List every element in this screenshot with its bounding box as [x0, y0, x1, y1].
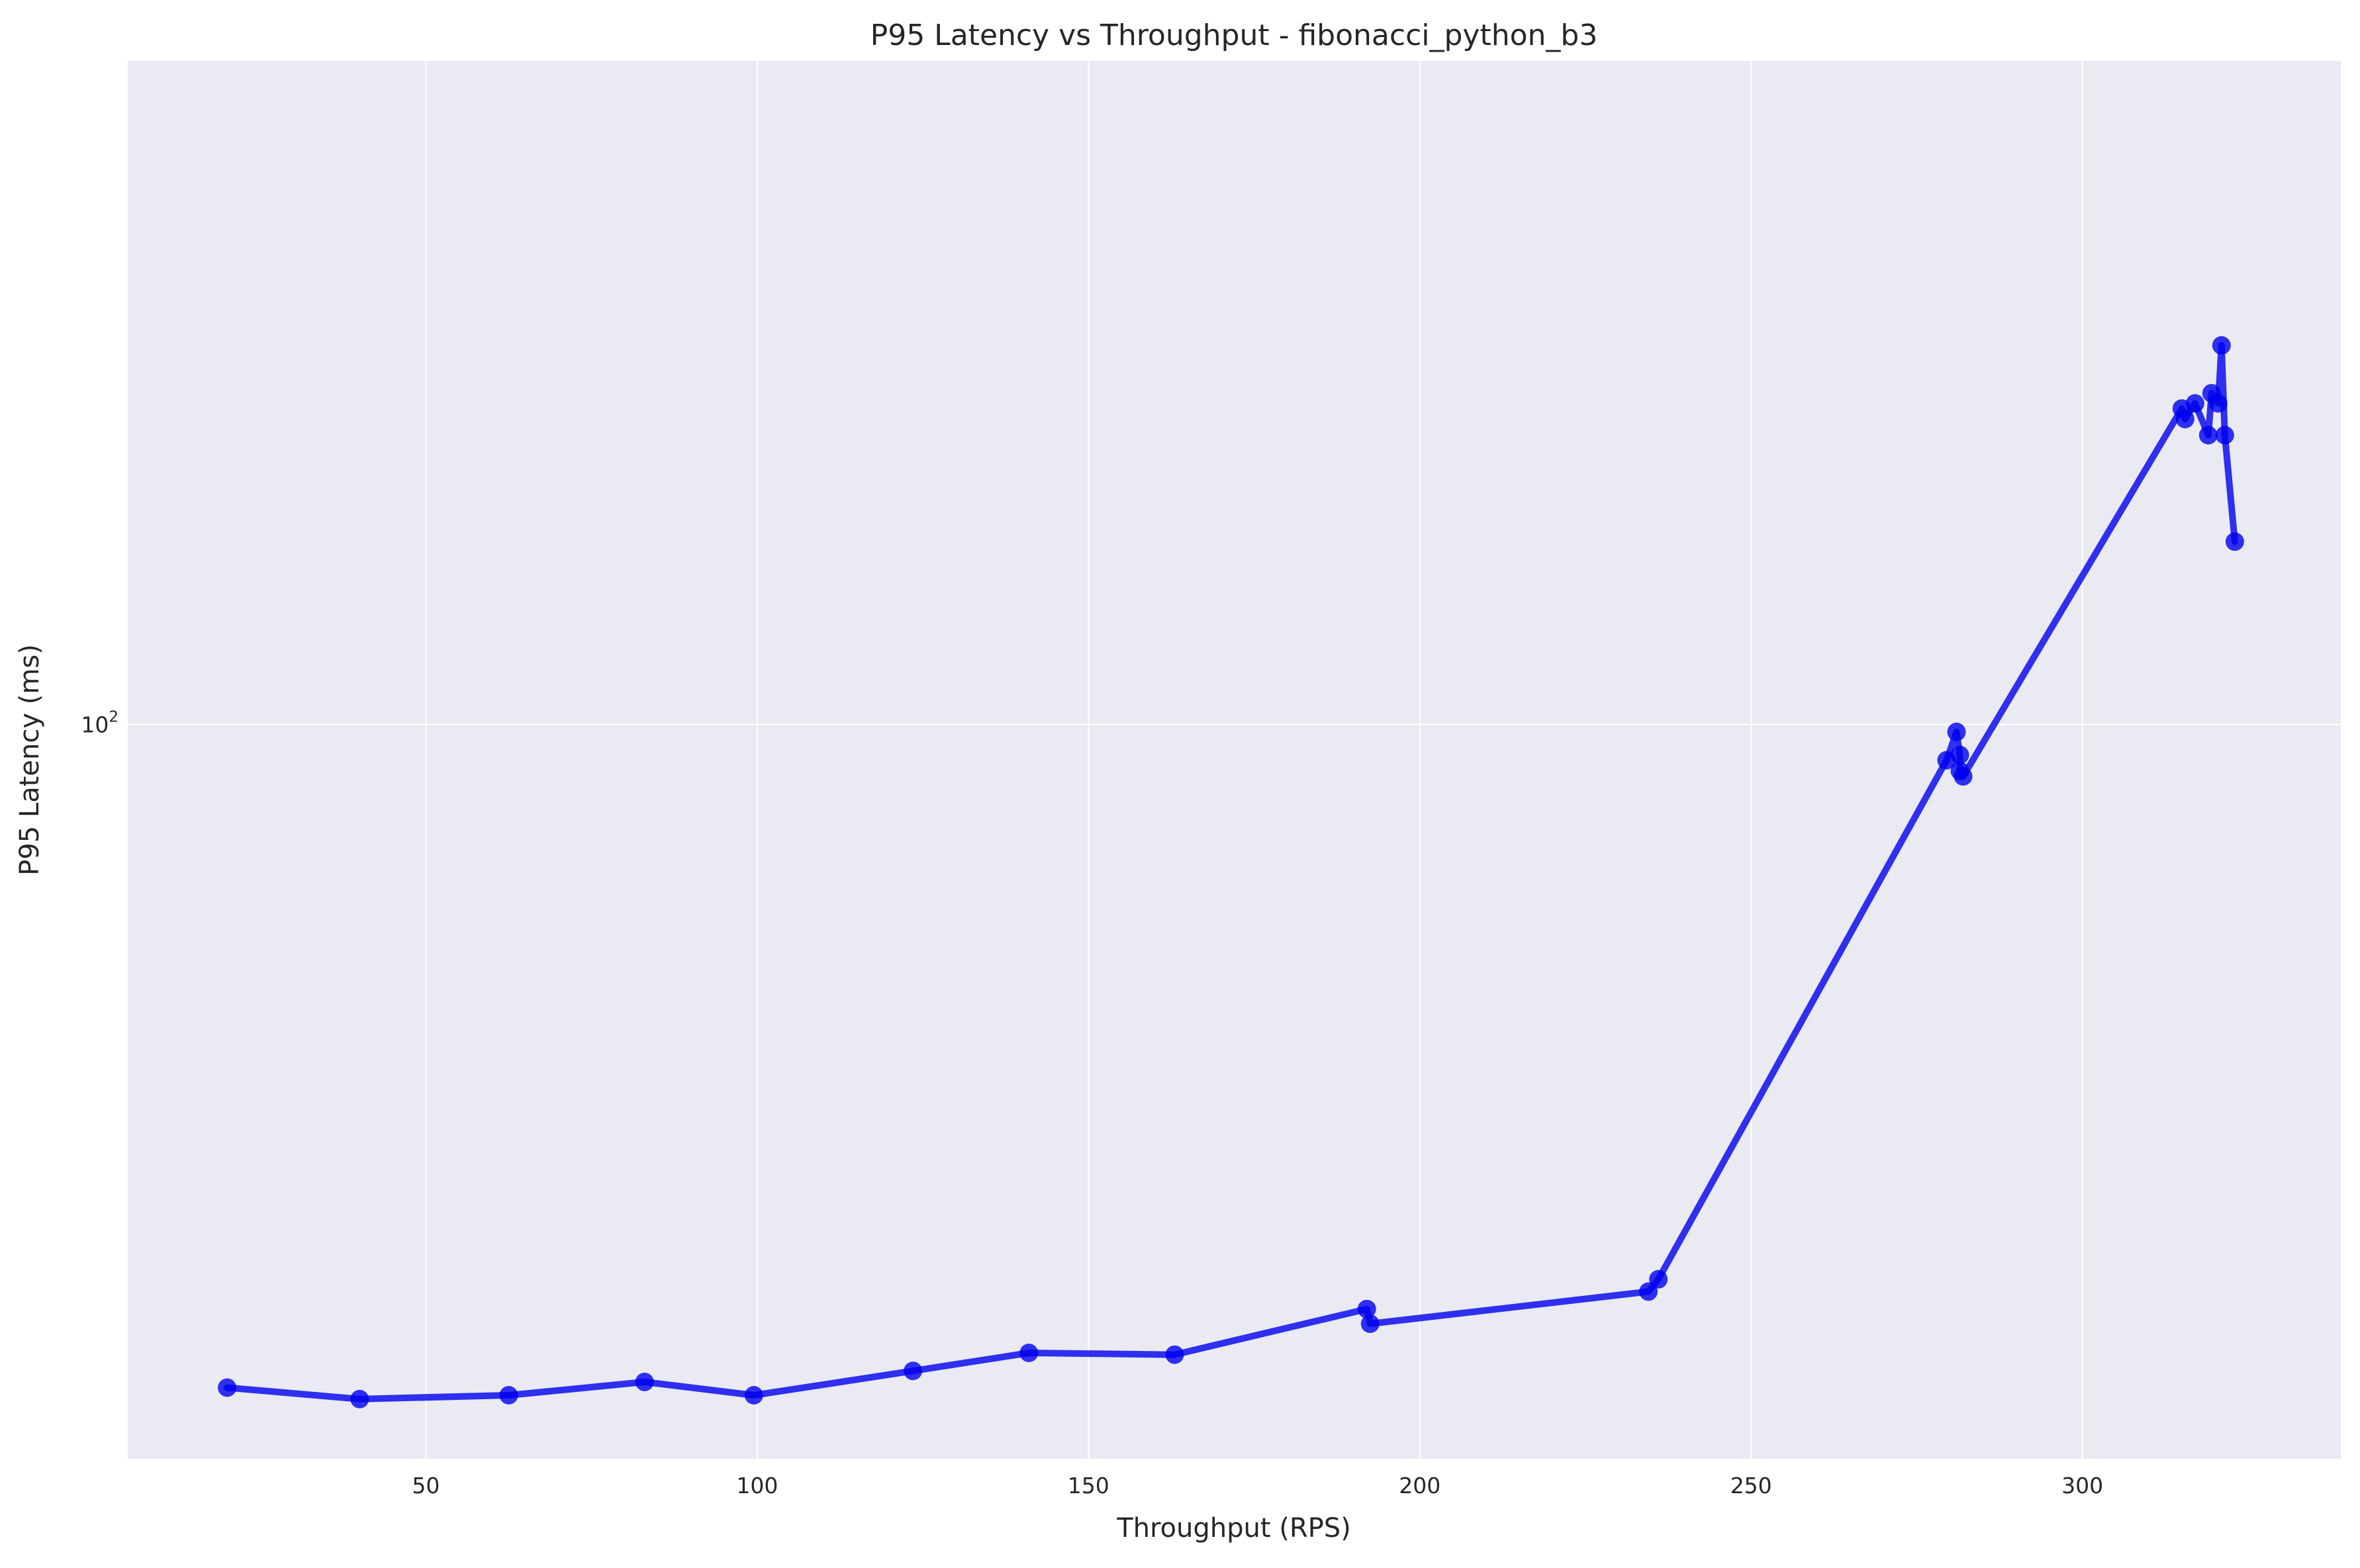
data-point — [1639, 1282, 1658, 1301]
x-tick-label: 100 — [736, 1473, 778, 1499]
data-point — [2208, 394, 2228, 413]
data-point — [499, 1386, 518, 1405]
x-tick-label: 50 — [412, 1473, 440, 1499]
data-point — [635, 1372, 654, 1391]
data-point — [2175, 410, 2195, 429]
data-point — [1360, 1314, 1380, 1333]
data-point — [2215, 426, 2234, 445]
data-point — [1357, 1299, 1376, 1318]
x-axis-label: Throughput (RPS) — [1116, 1513, 1351, 1544]
data-point — [2212, 336, 2231, 355]
x-tick-label: 250 — [1730, 1473, 1772, 1499]
chart-title: P95 Latency vs Throughput - fibonacci_py… — [871, 19, 1598, 52]
x-tick-label: 200 — [1399, 1473, 1440, 1499]
data-point — [350, 1389, 369, 1408]
data-point — [1165, 1345, 1184, 1364]
series-layer — [218, 336, 2244, 1408]
data-point — [1947, 722, 1966, 741]
plot-background — [128, 61, 2341, 1459]
data-point — [1950, 745, 1969, 764]
data-point — [904, 1361, 923, 1381]
tick-labels: 50 100 150 200 250 300 102 — [81, 709, 2103, 1499]
x-tick-label: 300 — [2061, 1473, 2103, 1499]
data-point — [1649, 1269, 1668, 1289]
data-point — [744, 1386, 763, 1405]
x-tick-label: 150 — [1068, 1473, 1109, 1499]
data-point — [2198, 426, 2218, 445]
data-point — [1019, 1344, 1039, 1362]
data-point — [2225, 532, 2244, 551]
grid-lines — [128, 61, 2341, 1459]
data-point — [1954, 767, 1973, 786]
data-point — [218, 1378, 237, 1397]
y-axis-label: P95 Latency (ms) — [15, 644, 45, 876]
data-point — [2185, 394, 2204, 413]
y-tick-label: 102 — [81, 709, 118, 738]
